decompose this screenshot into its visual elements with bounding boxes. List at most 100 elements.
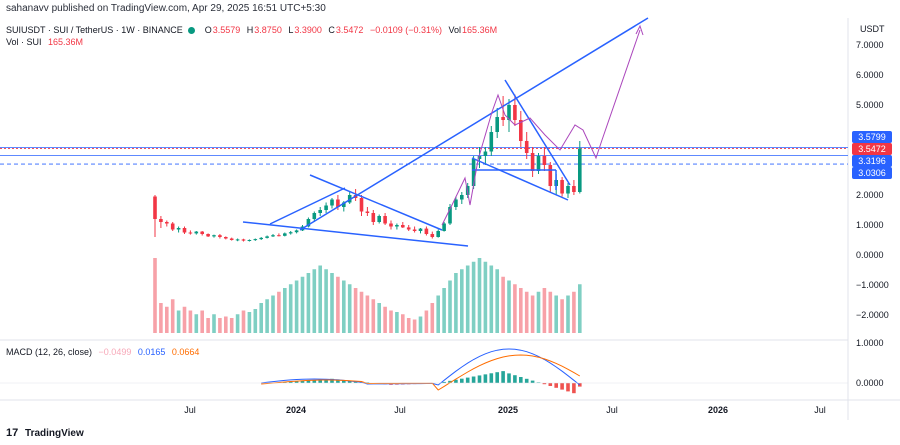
candle-body [360, 198, 364, 212]
volume-bar [501, 277, 505, 333]
candle-body [324, 206, 328, 211]
candle-body [513, 105, 517, 120]
volume-bar [218, 318, 222, 333]
volume-bar [212, 314, 216, 333]
price-tick-label: 6.0000 [856, 70, 884, 80]
volume-bar [401, 314, 405, 333]
macd-histogram-bar [525, 379, 529, 383]
macd-histogram-value: −0.0499 [99, 347, 132, 357]
time-axis-label: 2025 [498, 405, 518, 415]
close-value: 3.5472 [336, 25, 364, 35]
volume-bar [566, 296, 570, 334]
macd-signal-line [261, 355, 580, 390]
macd-histogram-bar [478, 375, 482, 383]
macd-signal-value: 0.0664 [172, 347, 200, 357]
candle-body [436, 231, 440, 237]
volume-bar [159, 303, 163, 333]
price-tag-3: 3.3196 [852, 155, 892, 167]
macd-histogram-bar [560, 383, 564, 390]
symbol-title[interactable]: SUIUSDT · SUI / TetherUS · 1W · BINANCE [6, 25, 183, 35]
volume-bar [478, 258, 482, 333]
vol-value: 165.36M [462, 25, 497, 35]
tradingview-brand[interactable]: TradingView [25, 428, 84, 439]
candle-body [372, 213, 376, 222]
candle-body [171, 224, 175, 230]
symbol-legend: SUIUSDT · SUI / TetherUS · 1W · BINANCE … [6, 24, 497, 36]
time-axis-label: Jul [394, 405, 406, 415]
candle-body [259, 238, 263, 239]
tradingview-logo-icon[interactable]: 17 [6, 427, 18, 439]
candle-body [313, 213, 317, 219]
macd-tick-label: 0.0000 [856, 378, 884, 388]
macd-histogram-bar [460, 379, 464, 383]
high-label: H [247, 25, 254, 35]
candle-body [383, 216, 387, 224]
candle-body [271, 235, 275, 236]
macd-histogram-bar [507, 373, 511, 383]
price-tag-2: 3.5472 [852, 143, 892, 155]
volume-bar [200, 311, 204, 334]
volume-bar [230, 318, 234, 333]
volume-bar [395, 312, 399, 333]
time-axis-label: Jul [814, 405, 826, 415]
candle-body [495, 117, 499, 132]
volume-bar [448, 281, 452, 334]
volume-bar [495, 269, 499, 333]
candle-body [560, 180, 564, 194]
candle-body [419, 229, 423, 231]
candle-body [572, 186, 576, 192]
macd-title[interactable]: MACD (12, 26, close) [6, 347, 92, 357]
macd-histogram-bar [572, 383, 576, 393]
time-axis-label: 2026 [708, 405, 728, 415]
volume-bar [336, 277, 340, 333]
volume-bar [242, 311, 246, 334]
volume-bar [289, 284, 293, 333]
macd-histogram-bar [495, 372, 499, 383]
candle-body [318, 210, 322, 213]
candle-body [295, 230, 299, 232]
close-label: C [328, 25, 335, 35]
volume-bar [307, 273, 311, 333]
volume-bar [507, 281, 511, 334]
candle-body [501, 117, 505, 120]
candle-body [401, 225, 405, 227]
volume-bar [324, 269, 328, 333]
volume-bar [543, 288, 547, 333]
volume-bar [313, 269, 317, 333]
volume-bar [484, 262, 488, 333]
candle-body [330, 200, 334, 206]
volume-bar [259, 303, 263, 333]
candle-body [490, 132, 494, 152]
candle-body [236, 239, 240, 240]
candle-body [283, 233, 287, 235]
volume-bar [425, 311, 429, 334]
macd-legend: MACD (12, 26, close) −0.0499 0.0165 0.06… [6, 347, 199, 357]
time-axis-label: Jul [606, 405, 618, 415]
candle-body [183, 228, 187, 233]
market-status-icon [188, 27, 195, 34]
volume-bar [206, 318, 210, 333]
volume-bar [183, 307, 187, 333]
high-value: 3.8750 [254, 25, 282, 35]
candle-body [377, 216, 381, 222]
volume-title[interactable]: Vol · SUI [6, 37, 42, 47]
candle-body [242, 239, 246, 240]
volume-bar [236, 314, 240, 333]
candle-body [549, 165, 553, 186]
macd-histogram-bar [566, 383, 570, 391]
price-tick-label: 2.0000 [856, 190, 884, 200]
candle-body [484, 152, 488, 157]
price-tag-4: 3.0306 [852, 167, 892, 179]
candle-body [395, 225, 399, 227]
candle-body [537, 156, 541, 171]
volume-bar [525, 292, 529, 333]
candle-body [366, 212, 370, 214]
macd-histogram-bar [519, 377, 523, 383]
macd-histogram-bar [549, 383, 553, 386]
price-tick-label: −2.0000 [856, 310, 889, 320]
volume-bar [165, 307, 169, 333]
candle-body [159, 219, 163, 222]
projection-path [442, 30, 640, 225]
macd-tick-label: 1.0000 [856, 338, 884, 348]
